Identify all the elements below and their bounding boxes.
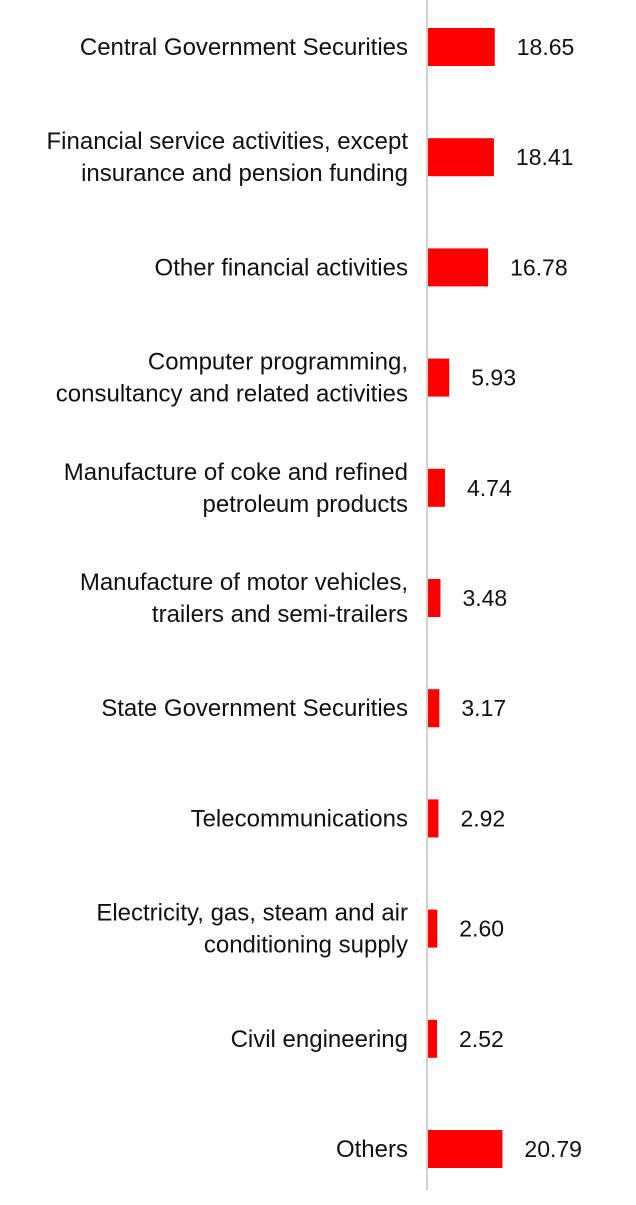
bar-7 — [428, 799, 439, 838]
category-label-line: petroleum products — [203, 491, 408, 518]
category-label-line: Manufacture of motor vehicles, — [80, 569, 408, 596]
category-label-line: Others — [336, 1136, 408, 1163]
category-label-0: Central Government Securities — [80, 34, 408, 61]
value-label-7: 2.92 — [460, 805, 505, 831]
value-label-10: 20.79 — [524, 1136, 582, 1162]
category-label-2: Other financial activities — [155, 254, 408, 281]
category-label-10: Others — [336, 1136, 408, 1163]
value-label-4: 4.74 — [467, 475, 512, 501]
category-label-line: insurance and pension funding — [81, 160, 408, 187]
bar-5 — [428, 579, 441, 617]
bar-1 — [428, 138, 494, 177]
category-label-line: Financial service activities, except — [47, 128, 409, 155]
bar-6 — [428, 689, 440, 728]
value-label-3: 5.93 — [471, 365, 516, 391]
bar-10 — [428, 1130, 503, 1168]
category-label-line: Telecommunications — [191, 805, 408, 832]
category-label-line: trailers and semi-trailers — [152, 601, 408, 628]
value-label-8: 2.60 — [459, 916, 504, 942]
category-label-line: Central Government Securities — [80, 34, 408, 61]
category-label-line: Manufacture of coke and refined — [64, 459, 408, 486]
category-label-7: Telecommunications — [191, 805, 408, 832]
category-label-3: Computer programming, consultancy and rel… — [56, 349, 408, 408]
bar-rows: 18.65 Central Government Securities 18.41 F… — [47, 28, 582, 1168]
value-label-1: 18.41 — [516, 144, 574, 170]
category-label-line: State Government Securities — [101, 695, 408, 722]
bar-2 — [428, 248, 489, 287]
bar-4 — [428, 468, 445, 507]
value-label-5: 3.48 — [462, 585, 507, 611]
category-label-6: State Government Securities — [101, 695, 408, 722]
category-label-5: Manufacture of motor vehicles, trailers a… — [80, 569, 408, 628]
value-label-0: 18.65 — [517, 34, 575, 60]
category-label-4: Manufacture of coke and refined petroleum… — [64, 459, 408, 518]
value-label-6: 3.17 — [461, 695, 506, 721]
category-label-line: Civil engineering — [231, 1026, 408, 1053]
category-label-line: Computer programming, — [148, 349, 408, 376]
category-label-line: Other financial activities — [155, 254, 408, 281]
category-label-1: Financial service activities, except insu… — [47, 128, 409, 187]
category-label-line: conditioning supply — [204, 932, 408, 959]
bar-8 — [428, 909, 438, 948]
category-label-line: consultancy and related activities — [56, 381, 408, 408]
value-label-9: 2.52 — [459, 1026, 504, 1052]
category-label-8: Electricity, gas, steam and air condition… — [96, 900, 408, 959]
category-label-line: Electricity, gas, steam and air — [96, 900, 408, 927]
category-label-9: Civil engineering — [231, 1026, 408, 1053]
bar-0 — [428, 28, 495, 66]
bar-3 — [428, 358, 450, 397]
value-label-2: 16.78 — [510, 254, 568, 280]
bar-9 — [428, 1019, 438, 1058]
